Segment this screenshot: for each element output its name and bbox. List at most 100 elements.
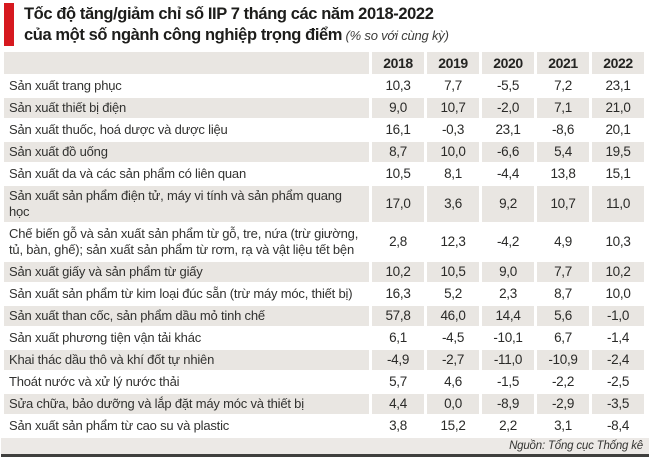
industry-label: Sản xuất than cốc, sản phẩm dầu mỏ tinh … bbox=[4, 306, 369, 326]
table-row: Sản xuất trang phục 10,3 7,7 -5,5 7,2 23,1 bbox=[4, 76, 644, 96]
value-cell: -1,5 bbox=[496, 374, 520, 389]
value-cell: -2,0 bbox=[482, 98, 534, 118]
industry-label: Khai thác dầu thô và khí đốt tự nhiên bbox=[4, 350, 369, 370]
industry-label: Sản xuất thiết bị điện bbox=[4, 98, 369, 118]
value-cell: 3,8 bbox=[389, 418, 407, 433]
value-cell: 10,5 bbox=[427, 262, 479, 282]
table-row: Chế biến gỗ và sản xuất sản phẩm từ gỗ, … bbox=[4, 224, 644, 260]
value-cell: -5,5 bbox=[496, 78, 520, 93]
value-cell: -4,5 bbox=[441, 330, 465, 345]
value-cell: 7,7 bbox=[537, 262, 589, 282]
value-cell: 9,0 bbox=[482, 262, 534, 282]
footer-band: Nguồn: Tổng cục Thống kê bbox=[1, 438, 649, 454]
value-cell: 5,6 bbox=[537, 306, 589, 326]
industry-label: Sản xuất sản phẩm từ kim loại đúc sẵn (t… bbox=[9, 286, 353, 301]
year-header-2022: 2022 bbox=[592, 52, 644, 74]
value-cell: -2,9 bbox=[537, 394, 589, 414]
value-cell: 5,7 bbox=[389, 374, 407, 389]
value-cell: 7,2 bbox=[554, 78, 572, 93]
title-block: Tốc độ tăng/giảm chỉ số IIP 7 tháng các … bbox=[0, 0, 650, 50]
value-cell: 15,2 bbox=[440, 418, 466, 433]
value-cell: 15,1 bbox=[605, 166, 631, 181]
value-cell: 20,1 bbox=[605, 122, 631, 137]
value-cell: 4,4 bbox=[372, 394, 424, 414]
industry-label: Sản xuất phương tiện vận tải khác bbox=[9, 330, 202, 345]
value-cell: 2,8 bbox=[389, 234, 407, 249]
value-cell: 6,7 bbox=[554, 330, 572, 345]
value-cell: -4,2 bbox=[496, 234, 520, 249]
value-cell: 17,0 bbox=[372, 186, 424, 222]
value-cell: -8,6 bbox=[551, 122, 575, 137]
value-cell: -8,4 bbox=[606, 418, 630, 433]
value-cell: 16,1 bbox=[385, 122, 411, 137]
year-header-2020: 2020 bbox=[482, 52, 534, 74]
value-cell: 10,7 bbox=[427, 98, 479, 118]
red-accent-bar bbox=[4, 3, 14, 46]
value-cell: -2,5 bbox=[606, 374, 630, 389]
title-text: Tốc độ tăng/giảm chỉ số IIP 7 tháng các … bbox=[24, 3, 449, 46]
value-cell: 21,0 bbox=[592, 98, 644, 118]
table-row: Sản xuất sản phẩm từ kim loại đúc sẵn (t… bbox=[4, 284, 644, 304]
value-cell: 16,3 bbox=[385, 286, 411, 301]
value-cell: -1,0 bbox=[592, 306, 644, 326]
value-cell: 4,9 bbox=[554, 234, 572, 249]
value-cell: 23,1 bbox=[495, 122, 521, 137]
value-cell: 57,8 bbox=[372, 306, 424, 326]
table-row: Sản xuất thiết bị điện 9,0 10,7 -2,0 7,1 21,0 bbox=[4, 98, 644, 118]
source-credit: Nguồn: Tổng cục Thống kê bbox=[509, 440, 643, 452]
table-row: Khai thác dầu thô và khí đốt tự nhiên -4,… bbox=[4, 350, 644, 370]
industry-label: Sản xuất sản phẩm từ cao su và plastic bbox=[9, 418, 230, 433]
value-cell: -0,3 bbox=[441, 122, 465, 137]
value-cell: -2,4 bbox=[592, 350, 644, 370]
industry-label: Sản xuất da và các sản phẩm có liên quan bbox=[9, 166, 246, 181]
value-cell: 3,6 bbox=[427, 186, 479, 222]
value-cell: 10,2 bbox=[372, 262, 424, 282]
value-cell: -10,1 bbox=[493, 330, 523, 345]
value-cell: 10,3 bbox=[605, 234, 631, 249]
value-cell: -2,2 bbox=[551, 374, 575, 389]
table-row: Sản xuất đồ uống 8,7 10,0 -6,6 5,4 19,5 bbox=[4, 142, 644, 162]
value-cell: -6,6 bbox=[482, 142, 534, 162]
title-line-2: của một số ngành công nghiệp trọng điểm … bbox=[24, 25, 449, 46]
table-row: Sản xuất thuốc, hoá dược và dược liệu 16,… bbox=[4, 120, 644, 140]
value-cell: 9,2 bbox=[482, 186, 534, 222]
value-cell: 6,1 bbox=[389, 330, 407, 345]
table-row: Sản xuất than cốc, sản phẩm dầu mỏ tinh … bbox=[4, 306, 644, 326]
value-cell: 14,4 bbox=[482, 306, 534, 326]
industry-label: Sửa chữa, bảo dưỡng và lắp đặt máy móc v… bbox=[4, 394, 369, 414]
value-cell: 9,0 bbox=[372, 98, 424, 118]
value-cell: 10,7 bbox=[537, 186, 589, 222]
table-row: Sản xuất sản phẩm điện tử, máy vi tính v… bbox=[4, 186, 644, 222]
industry-label: Sản xuất giấy và sản phẩm từ giấy bbox=[4, 262, 369, 282]
value-cell: 10,3 bbox=[385, 78, 411, 93]
value-cell: 3,1 bbox=[554, 418, 572, 433]
value-cell: 10,2 bbox=[592, 262, 644, 282]
value-cell: 46,0 bbox=[427, 306, 479, 326]
value-cell: -10,9 bbox=[537, 350, 589, 370]
value-cell: -2,7 bbox=[427, 350, 479, 370]
value-cell: -8,9 bbox=[482, 394, 534, 414]
industry-label: Thoát nước và xử lý nước thải bbox=[9, 374, 180, 389]
value-cell: -4,9 bbox=[372, 350, 424, 370]
bottom-rule bbox=[1, 454, 649, 457]
value-cell: 8,1 bbox=[444, 166, 462, 181]
value-cell: 10,0 bbox=[605, 286, 631, 301]
title-line-2-bold: của một số ngành công nghiệp trọng điểm bbox=[24, 26, 343, 44]
value-cell: 2,2 bbox=[499, 418, 517, 433]
value-cell: 4,6 bbox=[444, 374, 462, 389]
title-unit-note: (% so với cùng kỳ) bbox=[342, 28, 449, 43]
title-line-1: Tốc độ tăng/giảm chỉ số IIP 7 tháng các … bbox=[24, 5, 434, 23]
value-cell: 2,3 bbox=[499, 286, 517, 301]
industry-label: Sản xuất sản phẩm điện tử, máy vi tính v… bbox=[4, 186, 369, 222]
value-cell: 5,4 bbox=[537, 142, 589, 162]
value-cell: 23,1 bbox=[605, 78, 631, 93]
value-cell: -1,4 bbox=[606, 330, 630, 345]
value-cell: 8,7 bbox=[554, 286, 572, 301]
table-row: Sửa chữa, bảo dưỡng và lắp đặt máy móc v… bbox=[4, 394, 644, 414]
value-cell: -11,0 bbox=[482, 350, 534, 370]
value-cell: 19,5 bbox=[592, 142, 644, 162]
value-cell: 7,1 bbox=[537, 98, 589, 118]
table-row: Sản xuất da và các sản phẩm có liên quan… bbox=[4, 164, 644, 184]
value-cell: 0,0 bbox=[427, 394, 479, 414]
